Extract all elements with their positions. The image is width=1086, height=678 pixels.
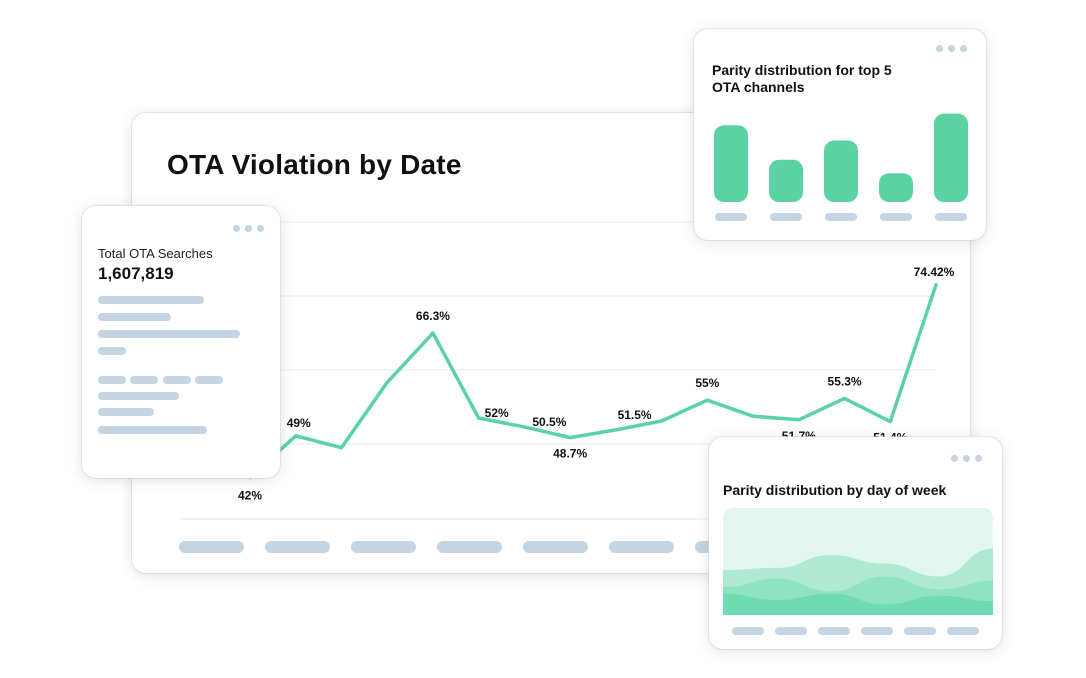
channel-label-placeholder — [935, 213, 967, 221]
channel-bar — [769, 159, 803, 202]
data-label: 55% — [695, 376, 719, 390]
total-searches-card: Total OTA Searches 1,607,819 — [82, 206, 280, 478]
channel-label-placeholder — [825, 213, 857, 221]
total-searches-label: Total OTA Searches — [98, 246, 213, 261]
x-tick-placeholder — [523, 541, 588, 553]
day-label-placeholder — [732, 627, 764, 635]
channel-bar — [879, 173, 913, 202]
text-placeholder — [98, 347, 126, 355]
more-options-icon[interactable] — [951, 455, 982, 462]
more-options-icon[interactable] — [233, 225, 264, 232]
data-label: 52% — [485, 406, 509, 420]
channel-bar — [714, 125, 748, 202]
text-placeholder — [98, 426, 207, 434]
day-of-week-title: Parity distribution by day of week — [723, 482, 947, 498]
channel-bar — [824, 140, 858, 202]
area-series — [723, 593, 993, 615]
text-placeholder — [98, 313, 171, 321]
total-searches-value: 1,607,819 — [98, 264, 174, 283]
day-label-placeholder — [904, 627, 936, 635]
violation-line — [248, 283, 938, 480]
ota-channels-card: Parity distribution for top 5 OTA channe… — [694, 29, 986, 240]
data-label: 74.42% — [914, 265, 955, 279]
x-tick-placeholder — [265, 541, 330, 553]
text-placeholder — [98, 408, 154, 416]
day-label-placeholder — [947, 627, 979, 635]
x-tick-placeholder — [609, 541, 674, 553]
channel-label-placeholder — [880, 213, 912, 221]
channel-label-placeholder — [715, 213, 747, 221]
data-label: 66.3% — [416, 309, 450, 323]
text-placeholder — [195, 376, 223, 384]
day-label-placeholder — [818, 627, 850, 635]
data-label: 42% — [238, 488, 262, 502]
more-options-icon[interactable] — [936, 45, 967, 52]
data-label: 49% — [287, 416, 311, 430]
text-placeholder — [98, 376, 126, 384]
x-tick-placeholder — [351, 541, 416, 553]
text-placeholder — [98, 330, 240, 338]
day-of-week-area-chart — [723, 508, 993, 635]
data-label: 51.5% — [618, 408, 652, 422]
data-label: 48.7% — [553, 447, 587, 461]
channel-label-placeholder — [770, 213, 802, 221]
text-placeholder — [98, 392, 179, 400]
text-placeholder — [163, 376, 191, 384]
ota-channels-title: Parity distribution for top 5 OTA channe… — [712, 62, 892, 95]
day-label-placeholder — [861, 627, 893, 635]
x-tick-placeholder — [179, 541, 244, 553]
x-tick-placeholder — [437, 541, 502, 553]
text-placeholder — [130, 376, 158, 384]
data-label: 55.3% — [828, 374, 862, 388]
ota-channels-bar-chart — [714, 113, 968, 221]
x-axis-placeholder-labels — [179, 541, 760, 553]
data-label: 50.5% — [532, 415, 566, 429]
chart-title: OTA Violation by Date — [167, 149, 462, 180]
channel-bar — [934, 113, 968, 202]
day-of-week-card: Parity distribution by day of week — [709, 437, 1002, 649]
text-placeholder — [98, 296, 204, 304]
day-label-placeholder — [775, 627, 807, 635]
